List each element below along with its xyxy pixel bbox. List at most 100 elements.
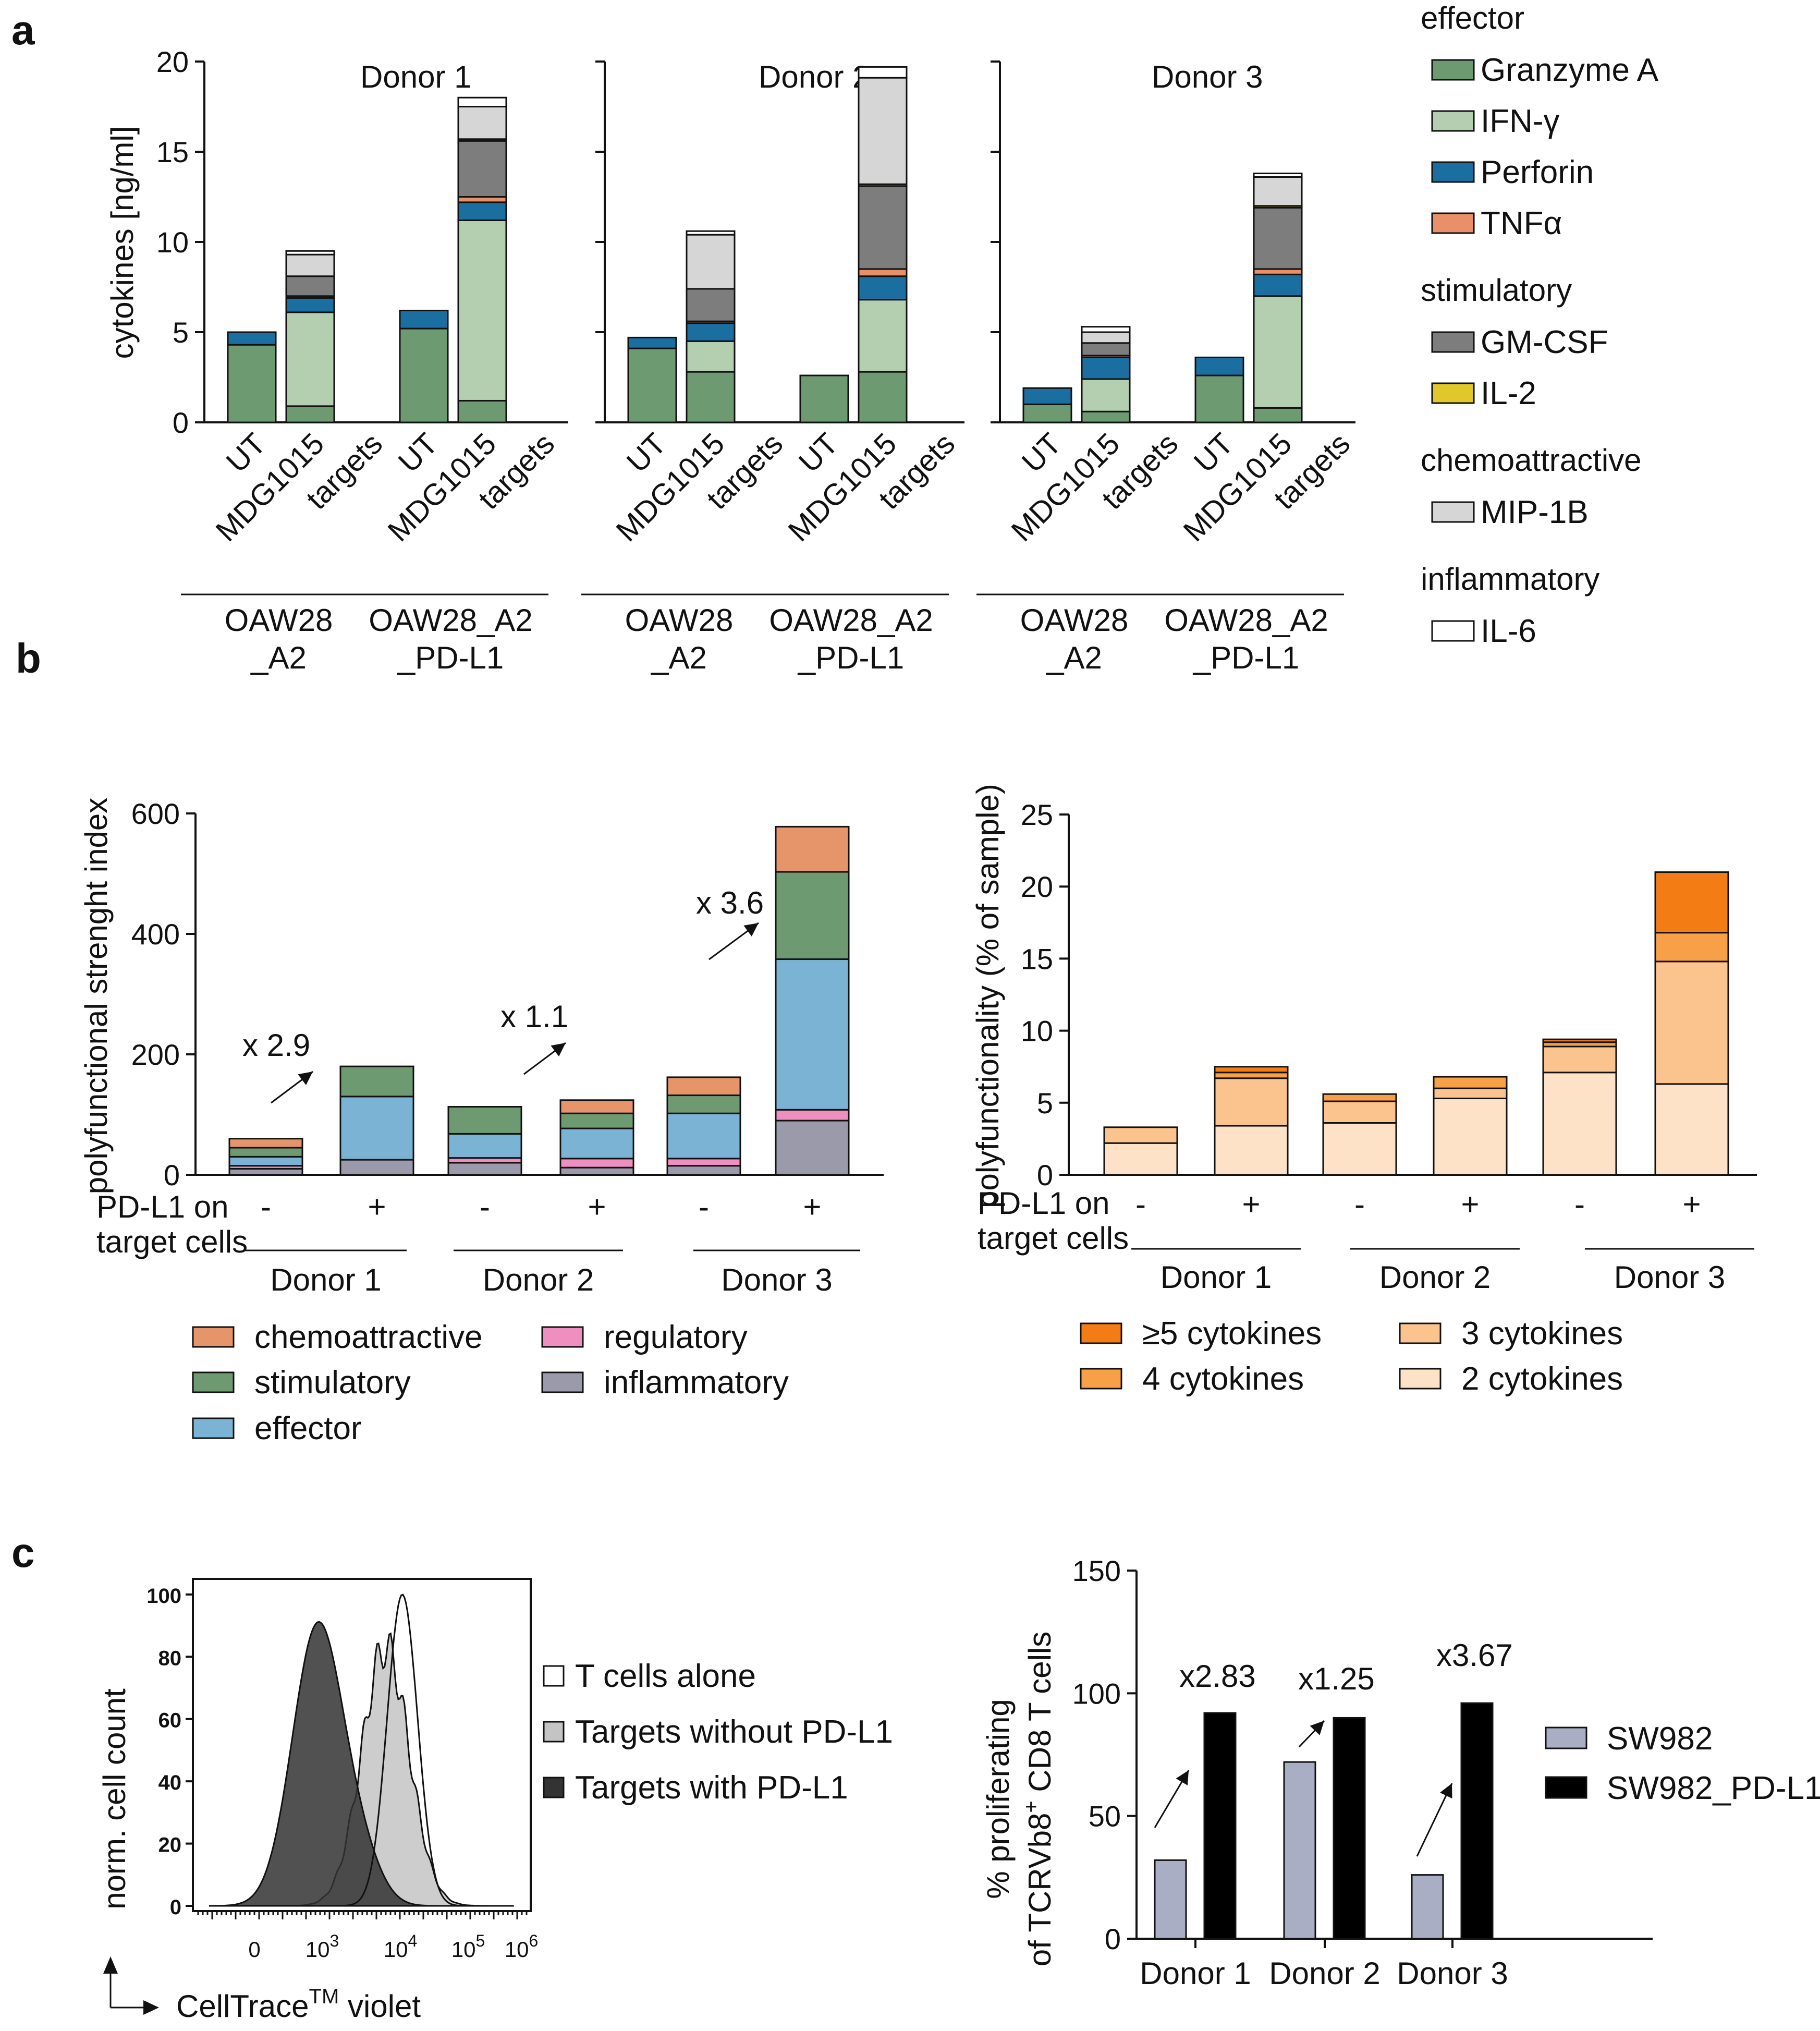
legend-swatch [1431, 331, 1475, 353]
panel-label-a: a [11, 7, 35, 53]
bar-segment [1433, 1076, 1508, 1089]
y-axis-title-rest: CD8 T cells [1022, 1632, 1057, 1801]
fold-change: x1.25 [1298, 1661, 1375, 1696]
facet-title: Donor 3 [1152, 59, 1263, 94]
bar-sw982 [1283, 1761, 1316, 1940]
bar-segment [1322, 1093, 1397, 1102]
pdl1-sign: - [1574, 1187, 1585, 1222]
legend-heading: chemoattractive [1421, 443, 1642, 478]
bar-segment-gm-csf [686, 288, 736, 322]
legend-item: effector [254, 1410, 362, 1446]
group-label: _A2 [651, 640, 707, 675]
bar-segment [1542, 1045, 1617, 1074]
bar-segment-inflammatory [666, 1165, 741, 1176]
bar-segment-stimulatory [559, 1112, 634, 1129]
y-tick-label: 10 [1021, 1015, 1053, 1048]
bar-segment [1103, 1142, 1178, 1176]
x-axis-title-rest: violet [339, 1989, 421, 2024]
x-axis-title: CellTraceTM violet [176, 1985, 421, 2024]
legend-item: SW982_PD-L1 [1607, 1770, 1820, 1806]
y-axis-title: cytokines [ng/ml] [105, 126, 140, 359]
y-axis-title: % proliferating [981, 1699, 1016, 1899]
bar-segment [1433, 1098, 1508, 1176]
y-tick-label: 80 [158, 1647, 182, 1670]
bar-segment-stimulatory [339, 1065, 414, 1098]
bar-segment-perforin [1194, 356, 1244, 376]
group-label: _A2 [1046, 640, 1102, 675]
pdl1-sign: + [1242, 1187, 1260, 1222]
bar-segment [1654, 960, 1729, 1085]
bar-segment-il-6 [285, 250, 335, 256]
y-tick-label: 20 [1021, 870, 1053, 903]
legend-swatch [1431, 161, 1475, 183]
legend-swatch [541, 1326, 584, 1348]
legend-item: 2 cytokines [1461, 1361, 1623, 1397]
bar-segment [1103, 1126, 1178, 1144]
legend-swatch [1080, 1368, 1122, 1390]
fold-arrow-head [1310, 1721, 1324, 1735]
legend-item: Perforin [1481, 154, 1594, 190]
x-tick-exponent: 5 [475, 1931, 485, 1950]
y-tick-label: 600 [131, 797, 180, 830]
legend-item: T cells alone [575, 1658, 756, 1694]
legend-swatch [1431, 59, 1475, 81]
bar-segment-gm-csf [457, 140, 507, 198]
bar-segment-ifn- [457, 219, 507, 402]
group-label: _PD-L1 [397, 640, 504, 675]
legend-swatch [1545, 1726, 1587, 1749]
y-tick-label: 40 [158, 1771, 182, 1794]
group-label: OAW28_A2 [1164, 603, 1328, 638]
y-tick-label: 0 [173, 406, 189, 439]
bar-segment-stimulatory [228, 1147, 303, 1158]
legend-item: 3 cytokines [1461, 1316, 1623, 1352]
pdl1-sign: - [261, 1189, 271, 1224]
legend-item: SW982 [1607, 1721, 1713, 1757]
bar-segment-regulatory [559, 1158, 634, 1169]
bar-segment-chemoattractive [666, 1076, 741, 1097]
bar-segment [1654, 1083, 1729, 1176]
pdl1-sign: - [699, 1189, 709, 1224]
x-tick-label: Donor 1 [1140, 1956, 1251, 1991]
x-axis-title: PD-L1 on [978, 1186, 1109, 1221]
bar-segment [1322, 1100, 1397, 1124]
x-tick-label: Donor 3 [1397, 1956, 1508, 1991]
bar-segment-gm-csf [285, 275, 335, 297]
legend-swatch [543, 1665, 565, 1687]
bar-segment-chemoattractive [559, 1099, 634, 1114]
group-label: OAW28_A2 [369, 603, 533, 638]
pdl1-sign: + [803, 1189, 821, 1224]
legend-item: ≥5 cytokines [1142, 1316, 1322, 1352]
legend-swatch [1431, 212, 1475, 234]
bar-sw982-pd-l1 [1203, 1712, 1237, 1940]
group-label: _PD-L1 [798, 640, 904, 675]
fold-arrow-head [551, 1043, 566, 1056]
legend-swatch [1431, 501, 1475, 523]
facet-title: Donor 1 [360, 59, 471, 94]
pdl1-sign: + [588, 1189, 606, 1224]
bar-segment-perforin [227, 331, 277, 346]
group-label: _PD-L1 [1193, 640, 1299, 675]
pdl1-sign: + [1682, 1187, 1701, 1222]
bar-segment [1214, 1077, 1289, 1127]
legend-swatch [192, 1417, 235, 1439]
x-axis-title-superscript: TM [309, 1985, 339, 2008]
bar-segment-effector [666, 1112, 741, 1160]
bar-segment-regulatory [666, 1158, 741, 1167]
legend-item: IL-2 [1481, 375, 1536, 411]
bar-segment-effector [339, 1096, 414, 1161]
legend-item: TNFα [1481, 205, 1562, 241]
donor-label: Donor 2 [483, 1262, 594, 1297]
x-tick-label: 106 [505, 1931, 539, 1962]
y-tick-label: 20 [158, 1834, 182, 1857]
bar-segment-tnf- [457, 196, 507, 203]
legend-swatch [1431, 382, 1475, 404]
bar-segment-stimulatory [447, 1105, 522, 1135]
y-tick-label: 5 [173, 316, 189, 349]
bar-segment-perforin [1081, 356, 1131, 380]
fold-arrow-head [298, 1072, 313, 1085]
fold-arrow-head [1176, 1770, 1189, 1785]
donor-label: Donor 2 [1379, 1260, 1491, 1295]
bar-segment-inflammatory [559, 1166, 634, 1176]
legend-item: GM-CSF [1481, 324, 1608, 360]
x-tick-exponent: 4 [408, 1931, 417, 1950]
